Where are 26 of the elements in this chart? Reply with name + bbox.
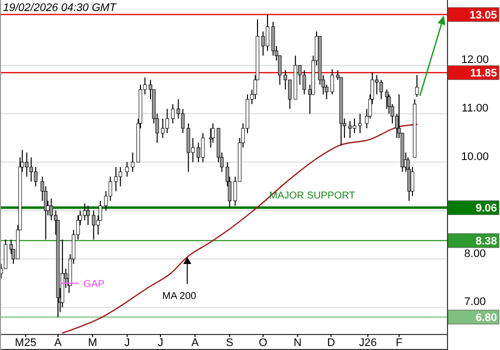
x-tick-label: S [226,336,234,349]
annotation: 19/02/2026 04:30 GMT [3,2,118,14]
x-tick-label: A [191,336,200,349]
ref-line-label: 13.05 [469,10,497,22]
ref-line-label: 8.38 [476,236,497,248]
x-tick-label: M [88,336,98,349]
annotation: MA 200 [162,291,197,302]
x-tick-label: A [54,336,62,349]
x-tick-label: J [158,336,164,349]
y-tick-label: 12.00 [461,54,489,66]
ref-line-label: 11.85 [470,68,497,80]
x-tick-label: J [124,336,130,349]
x-tick-label: J26 [358,336,377,349]
ref-line-label: 9.06 [476,202,497,215]
x-tick-label: N [294,336,302,349]
ref-line-label: 6.80 [476,312,497,324]
annotation: MAJOR SUPPORT [269,190,356,202]
x-tick-label: O [258,336,268,349]
x-tick-label: F [396,336,403,349]
x-tick-label: D [327,336,336,349]
y-tick-label: 11.00 [462,102,488,115]
y-tick-label: 8.00 [464,248,486,260]
y-tick-label: 10.00 [461,150,489,163]
y-tick-label: 7.00 [464,296,486,308]
x-tick-label: M25 [14,336,36,349]
annotation: GAP [83,279,105,290]
